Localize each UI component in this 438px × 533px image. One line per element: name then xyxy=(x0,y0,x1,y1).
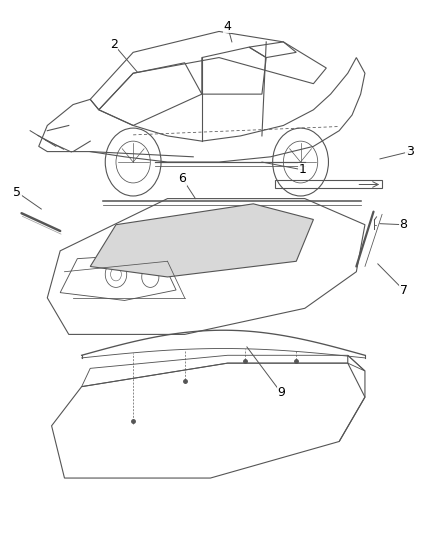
Text: 5: 5 xyxy=(13,186,21,199)
Text: 9: 9 xyxy=(277,386,285,399)
Text: 4: 4 xyxy=(224,20,232,33)
Text: 7: 7 xyxy=(399,284,408,296)
Text: 1: 1 xyxy=(299,164,307,176)
Polygon shape xyxy=(90,204,314,277)
Text: 2: 2 xyxy=(110,38,118,51)
Text: 3: 3 xyxy=(406,145,414,158)
Text: 8: 8 xyxy=(399,218,408,231)
Text: 6: 6 xyxy=(179,172,187,185)
